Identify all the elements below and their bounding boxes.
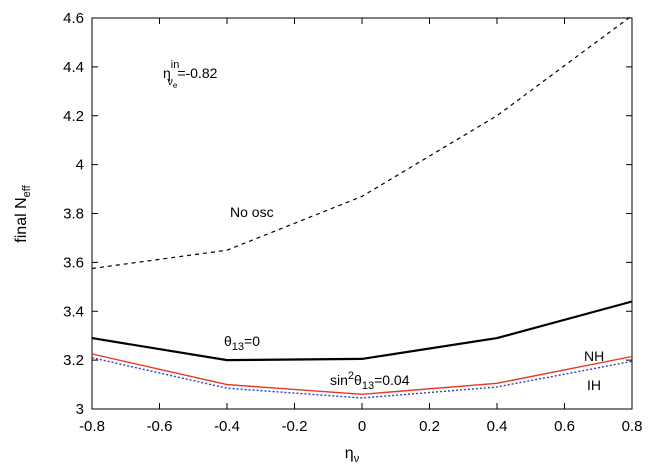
y-tick-labels: 3 3.2 3.4 3.6 3.8 4 4.2 4.4 4.6: [63, 10, 84, 418]
x-tick-label: 0.8: [622, 418, 643, 435]
eta-initial-annotation: ηin νe=-0.82: [163, 59, 218, 90]
x-tick-label: 0.6: [554, 418, 575, 435]
x-axis-label: ην: [345, 445, 360, 465]
y-tick-label: 4.2: [63, 108, 84, 125]
ih-label: IH: [587, 377, 601, 393]
no-osc-label: No osc: [230, 204, 274, 220]
nh-label: NH: [584, 348, 604, 364]
x-tick-label: -0.6: [147, 418, 173, 435]
x-tick-label: -0.4: [214, 418, 240, 435]
sin2-theta13-label: sin2θ13=0.04: [330, 370, 410, 392]
y-tick-label: 4: [76, 157, 84, 174]
x-tick-label: 0.2: [419, 418, 440, 435]
theta13-zero-label: θ13=0: [224, 333, 260, 353]
tick-marks: [91, 17, 633, 410]
series-line-no_osc: [91, 15, 633, 270]
y-tick-label: 3.6: [63, 254, 84, 271]
series-line-ih: [91, 357, 633, 399]
x-tick-label: 0.4: [487, 418, 508, 435]
y-tick-label: 3.8: [63, 206, 84, 223]
x-tick-label: 0: [358, 418, 366, 435]
y-tick-label: 4.4: [63, 59, 84, 76]
y-tick-label: 3.2: [63, 352, 84, 369]
y-tick-label: 3: [76, 401, 84, 418]
y-tick-label: 3.4: [63, 303, 84, 320]
y-tick-label: 4.6: [63, 10, 84, 27]
x-tick-labels: -0.8 -0.6 -0.4 -0.2 0 0.2 0.4 0.6 0.8: [79, 418, 642, 435]
series-layer: [91, 15, 633, 399]
x-tick-label: -0.8: [79, 418, 105, 435]
series-line-theta0: [91, 300, 633, 362]
y-axis-label: final Neff: [13, 184, 33, 242]
series-line-nh: [91, 353, 633, 396]
x-tick-label: -0.2: [282, 418, 308, 435]
